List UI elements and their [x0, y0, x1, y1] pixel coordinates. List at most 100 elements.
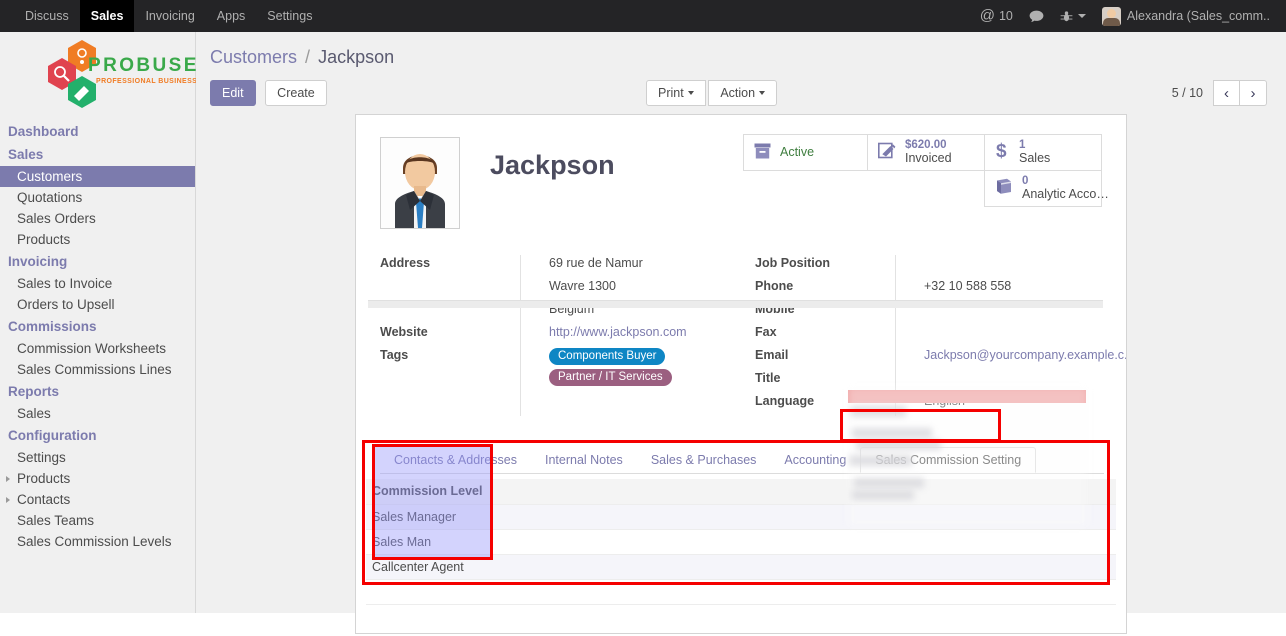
table-row[interactable] — [366, 579, 1116, 605]
column-header-commission-level[interactable]: Commission Level — [366, 479, 498, 505]
table-cell[interactable] — [846, 579, 1116, 605]
sidebar-item-products[interactable]: Products — [0, 468, 195, 489]
table-cell[interactable] — [846, 554, 1116, 580]
sidebar-item-products[interactable]: Products — [0, 229, 195, 250]
breadcrumb-parent[interactable]: Customers — [210, 47, 298, 67]
breadcrumb-separator: / — [305, 47, 311, 67]
table-cell[interactable] — [498, 554, 846, 580]
print-button[interactable]: Print — [646, 80, 706, 106]
table-cell[interactable] — [846, 529, 1116, 555]
navbar-menu: Discuss Sales Invoicing Apps Settings — [14, 0, 323, 32]
sidebar-entry-label: Invoicing — [8, 254, 68, 269]
stat-button-active[interactable]: Active — [743, 134, 868, 171]
sidebar-item-orders-to-upsell[interactable]: Orders to Upsell — [0, 294, 195, 315]
sidebar-section-dashboard: Dashboard — [0, 120, 195, 143]
table-cell[interactable] — [498, 504, 846, 530]
action-button[interactable]: Action — [708, 80, 778, 106]
sidebar-item-sales-to-invoice[interactable]: Sales to Invoice — [0, 273, 195, 294]
field-value-job-position[interactable] — [924, 255, 1126, 272]
sidebar-item-sales[interactable]: Sales — [0, 403, 195, 424]
table-row[interactable]: Sales Man — [366, 529, 1116, 555]
tag-components-buyer[interactable]: Components Buyer — [549, 348, 666, 365]
sidebar-section-sales: Sales — [0, 143, 195, 166]
sidebar-item-sales-teams[interactable]: Sales Teams — [0, 510, 195, 531]
contact-image[interactable] — [380, 137, 460, 229]
table-cell[interactable]: Sales Man — [366, 529, 498, 555]
field-value-city[interactable]: Wavre 1300 — [549, 279, 616, 293]
table-cell[interactable] — [498, 529, 846, 555]
field-value-title[interactable] — [924, 370, 1126, 387]
field-value-street[interactable]: 69 rue de Namur — [549, 256, 643, 270]
table-cell[interactable] — [366, 579, 498, 605]
sidebar-menu: Dashboard Sales Customers Quotations Sales O… — [0, 118, 195, 552]
sidebar-section-commissions: Commissions — [0, 315, 195, 338]
sidebar-item-quotations[interactable]: Quotations — [0, 187, 195, 208]
chevron-down-icon — [759, 91, 766, 95]
sidebar-item-sales-commissions-lines[interactable]: Sales Commissions Lines — [0, 359, 195, 380]
table-cell[interactable] — [498, 579, 846, 605]
probuse-logo-icon: PROBUSE PROFESSIONAL BUSINESS — [48, 40, 196, 108]
form-sheet-wrapper: Jackpson Acti — [355, 114, 1127, 636]
field-label-address-spacer-1 — [380, 278, 520, 295]
redacted-header-bar — [848, 390, 1086, 403]
sidebar-item-commission-worksheets[interactable]: Commission Worksheets — [0, 338, 195, 359]
edit-button[interactable]: Edit — [210, 80, 256, 106]
field-group-right: Job Position Phone Mobile Fax Email Titl… — [741, 255, 1126, 416]
user-menu-button[interactable]: Alexandra (Sales_comm.. — [1094, 0, 1278, 32]
table-cell[interactable]: Callcenter Agent — [366, 554, 498, 580]
at-icon: @ — [979, 7, 995, 24]
sidebar-entry-label: Reports — [8, 384, 60, 399]
table-row[interactable]: Sales Manager — [366, 504, 1116, 530]
stat-button-sales[interactable]: $ 1 Sales — [984, 134, 1102, 171]
nav-item-apps[interactable]: Apps — [216, 9, 246, 23]
field-group-left: Address Website Tags 69 rue de Namur Wav… — [380, 255, 741, 416]
stat-analytic-text: 0 Analytic Acco… — [1022, 175, 1109, 202]
tab-internal-notes[interactable]: Internal Notes — [544, 453, 623, 467]
navbar-systray: @ 10 Alexan — [972, 0, 1286, 32]
caret-right-icon — [6, 497, 10, 503]
sidebar-item-customers[interactable]: Customers — [0, 166, 195, 187]
stat-button-invoiced[interactable]: $620.00 Invoiced — [867, 134, 985, 171]
messaging-menu-button[interactable] — [1021, 0, 1052, 32]
stat-button-analytic-accounts[interactable]: 0 Analytic Acco… — [984, 170, 1109, 207]
page-title: Jackpson — [490, 150, 615, 180]
pager-next-button[interactable]: › — [1240, 80, 1267, 106]
create-button[interactable]: Create — [265, 80, 327, 106]
field-value-tags: Components Buyer Partner / IT Services — [549, 347, 741, 389]
debug-menu-button[interactable] — [1052, 0, 1094, 32]
pager-previous-button[interactable]: ‹ — [1213, 80, 1240, 106]
field-label-language: Language — [755, 394, 815, 408]
nav-item-settings[interactable]: Settings — [267, 9, 313, 23]
tab-accounting[interactable]: Accounting — [784, 453, 847, 467]
sidebar-entry-label: Products — [17, 471, 71, 486]
field-value-phone[interactable]: +32 10 588 558 — [924, 279, 1012, 293]
nav-item-sales[interactable]: Sales — [79, 0, 135, 32]
sidebar-item-sales-orders[interactable]: Sales Orders — [0, 208, 195, 229]
table-cell[interactable]: Sales Manager — [366, 504, 498, 530]
tag-partner-it-services[interactable]: Partner / IT Services — [549, 369, 672, 386]
nav-item-discuss[interactable]: Discuss — [25, 9, 69, 23]
breadcrumb-current: Jackpson — [318, 47, 395, 67]
stat-value-sales: 1 — [1019, 139, 1026, 151]
table-row[interactable]: Callcenter Agent — [366, 554, 1116, 580]
notebook-tabs: Contacts & Addresses Internal Notes Sales … — [380, 446, 1104, 474]
print-action-group: Print Action — [646, 80, 778, 106]
tab-contacts-addresses[interactable]: Contacts & Addresses — [394, 453, 517, 467]
control-panel: Customers / Jackpson Edit Create Print A… — [196, 32, 1286, 108]
field-value-email[interactable]: Jackpson@yourcompany.example.c.. — [924, 348, 1127, 362]
mentions-counter[interactable]: @ 10 — [972, 0, 1021, 32]
brand-logo[interactable]: PROBUSE PROFESSIONAL BUSINESS — [0, 32, 196, 118]
sidebar-item-settings[interactable]: Settings — [0, 447, 195, 468]
sidebar-entry-label: Dashboard — [8, 124, 79, 139]
nav-item-invoicing[interactable]: Invoicing — [145, 9, 195, 23]
tab-sales-purchases[interactable]: Sales & Purchases — [650, 453, 757, 467]
column-header-2[interactable] — [498, 479, 846, 505]
field-value-fax[interactable] — [924, 324, 1126, 341]
chevron-down-icon — [1077, 14, 1086, 18]
record-header: Jackpson — [380, 137, 1102, 229]
field-value-website[interactable]: http://www.jackpson.com — [549, 325, 687, 339]
table-cell[interactable] — [846, 504, 1116, 530]
sidebar-item-contacts[interactable]: Contacts — [0, 489, 195, 510]
sidebar-item-sales-commission-levels[interactable]: Sales Commission Levels — [0, 531, 195, 552]
